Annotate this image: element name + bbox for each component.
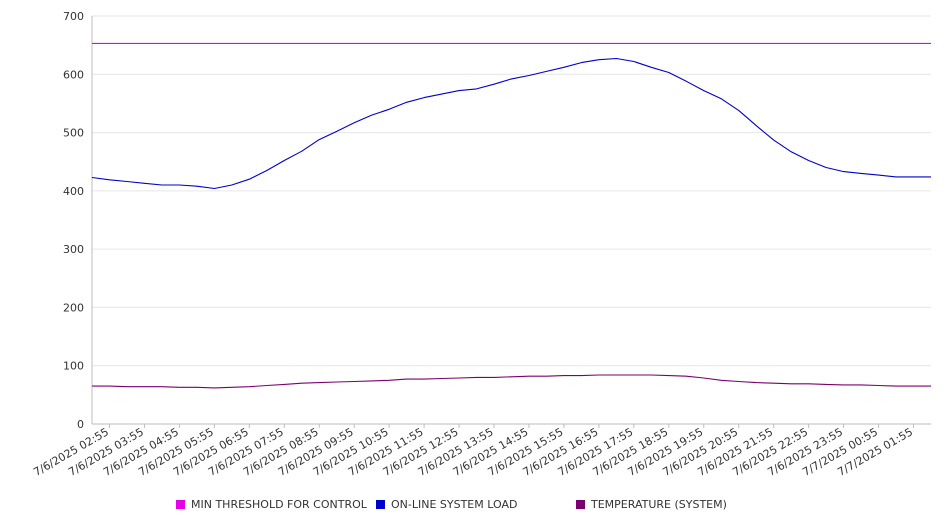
series-line-system-load <box>91 57 931 190</box>
series-line-temperature <box>92 374 931 389</box>
legend-item-min-threshold[interactable]: MIN THRESHOLD FOR CONTROL <box>176 498 367 511</box>
y-tick-label: 400 <box>63 185 84 198</box>
legend-swatch-system-load <box>376 500 385 509</box>
y-tick-label: 600 <box>63 68 84 81</box>
legend-item-temperature[interactable]: TEMPERATURE (SYSTEM) <box>576 498 727 511</box>
y-tick-label: 200 <box>63 301 84 314</box>
chart-legend: MIN THRESHOLD FOR CONTROL ON-LINE SYSTEM… <box>0 498 946 514</box>
legend-swatch-temperature <box>576 500 585 509</box>
y-tick-label: 700 <box>63 10 84 23</box>
legend-label-system-load: ON-LINE SYSTEM LOAD <box>391 498 518 511</box>
legend-item-system-load[interactable]: ON-LINE SYSTEM LOAD <box>376 498 517 511</box>
y-tick-label: 500 <box>63 127 84 140</box>
y-tick-label: 0 <box>77 418 84 431</box>
legend-label-temperature: TEMPERATURE (SYSTEM) <box>591 498 727 511</box>
legend-label-min-threshold: MIN THRESHOLD FOR CONTROL <box>191 498 367 511</box>
y-tick-label: 100 <box>63 360 84 373</box>
y-tick-label: 300 <box>63 243 84 256</box>
legend-swatch-min-threshold <box>176 500 185 509</box>
